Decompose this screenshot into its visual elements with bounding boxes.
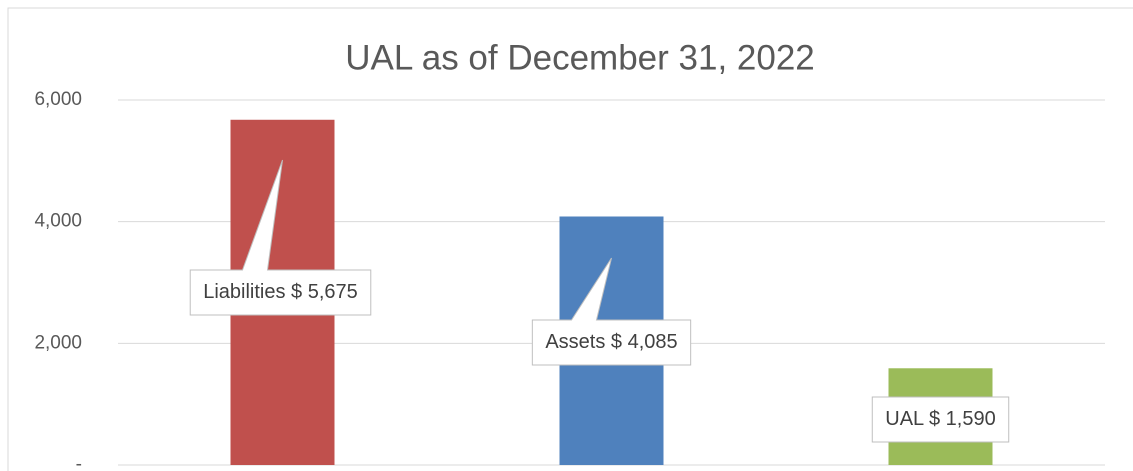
value-label: $ 4,085 bbox=[611, 331, 678, 353]
data-label: UAL $ 1,590 bbox=[885, 408, 995, 430]
value-label: $ 1,590 bbox=[929, 408, 996, 430]
data-label: Liabilities $ 5,675 bbox=[203, 281, 358, 303]
y-tick-label: 6,000 bbox=[34, 89, 82, 110]
callout-box bbox=[871, 396, 1010, 443]
value-label: $ 5,675 bbox=[291, 281, 358, 303]
callout-box bbox=[189, 159, 372, 316]
category-label: UAL bbox=[885, 408, 924, 430]
data-label-callout: Liabilities $ 5,675 bbox=[189, 159, 372, 316]
category-label: Liabilities bbox=[203, 281, 285, 303]
y-tick-label: 2,000 bbox=[34, 332, 82, 353]
data-label: Assets $ 4,085 bbox=[545, 331, 677, 353]
y-tick-label: 4,000 bbox=[34, 211, 82, 232]
y-tick-label: - bbox=[76, 454, 82, 471]
callout-box bbox=[531, 257, 692, 366]
category-label: Assets bbox=[545, 331, 605, 353]
data-label-callout: Assets $ 4,085 bbox=[531, 257, 692, 366]
data-label-callout: UAL $ 1,590 bbox=[871, 396, 1010, 443]
chart-title: UAL as of December 31, 2022 bbox=[345, 38, 815, 77]
